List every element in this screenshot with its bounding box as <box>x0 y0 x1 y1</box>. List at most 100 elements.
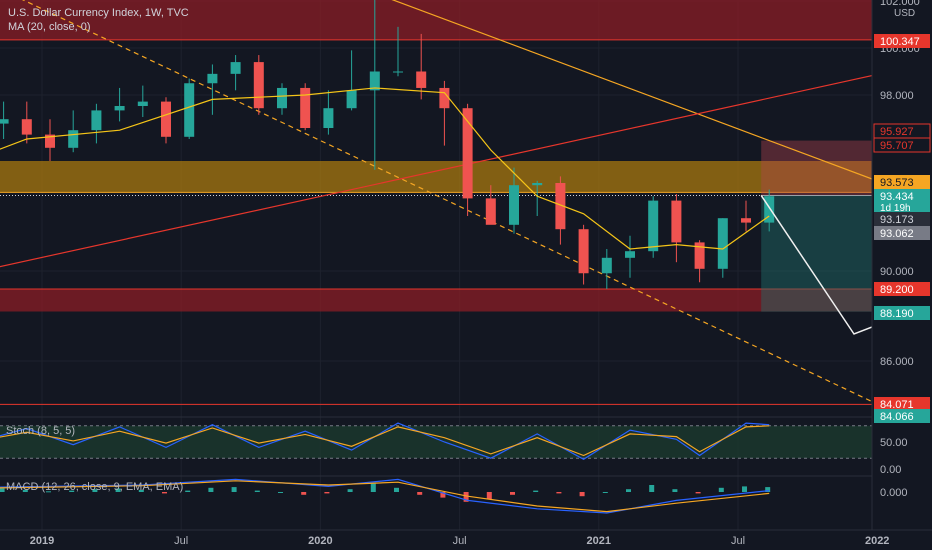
price-axis: 102.000100.00098.00090.00086.00050.000.0… <box>871 0 932 550</box>
candle <box>741 200 751 232</box>
candle-body <box>601 257 612 274</box>
ma-label: MA (20, close, 0) <box>8 21 91 33</box>
candle <box>462 103 473 216</box>
candle <box>439 80 450 146</box>
candle-body <box>694 242 705 269</box>
macd-bar <box>370 483 376 492</box>
candle-body <box>741 218 751 223</box>
zone-0 <box>0 0 872 40</box>
candle-body <box>462 108 473 199</box>
candle-body <box>485 198 496 225</box>
candle <box>114 87 125 122</box>
macd-bar <box>0 488 5 492</box>
macd-bar <box>440 492 446 498</box>
macd-line-1 <box>0 480 770 513</box>
candle <box>393 26 403 77</box>
candle <box>0 101 9 139</box>
macd-bar <box>115 488 121 492</box>
macd-bar <box>718 487 724 492</box>
macd-bar <box>510 492 515 495</box>
candle <box>21 101 32 144</box>
price-label: 93.173 <box>880 214 914 226</box>
candle-body <box>114 106 125 111</box>
candle-body <box>300 87 311 128</box>
price-label: 95.927 <box>880 126 914 138</box>
zones <box>0 0 872 405</box>
macd-bar <box>649 485 655 492</box>
zone-1 <box>0 161 872 193</box>
candles <box>0 0 775 289</box>
price-label: 89.200 <box>880 284 914 296</box>
price-label: 95.707 <box>880 140 914 152</box>
candle-body <box>346 90 357 109</box>
price-label: 100.347 <box>880 36 920 48</box>
price-label-bg <box>874 282 930 296</box>
candle-body <box>625 251 635 258</box>
candle-body <box>45 134 55 148</box>
candle <box>671 194 682 263</box>
stoch-line-1 <box>0 425 770 457</box>
price-label-bg <box>874 175 930 189</box>
price-label: 88.190 <box>880 308 914 320</box>
price-label-bg <box>874 397 930 411</box>
candle <box>300 83 311 131</box>
candle-body <box>161 101 171 137</box>
candle <box>369 0 380 170</box>
moving-average <box>0 87 770 250</box>
macd-bar <box>742 486 747 492</box>
macd-bar <box>765 487 771 492</box>
candle <box>91 103 102 144</box>
trend-line-1[interactable] <box>0 0 901 416</box>
candle-body <box>277 87 287 109</box>
macd-bar <box>672 489 678 492</box>
candle-body <box>184 83 195 137</box>
macd-bar <box>208 487 214 492</box>
price-label-sub: 1d 19h <box>880 203 911 214</box>
candle-body <box>230 62 241 74</box>
time-tick: 2019 <box>30 535 54 547</box>
price-tick: 98.000 <box>880 90 914 102</box>
time-tick: Jul <box>731 535 745 547</box>
macd-label: MACD (12, 26, close, 9, EMA, EMA) <box>6 481 183 493</box>
chart-title: U.S. Dollar Currency Index, 1W, TVC <box>8 7 189 19</box>
candle-body <box>416 71 427 88</box>
time-tick: 2021 <box>587 535 611 547</box>
trend-line-2[interactable] <box>0 0 932 278</box>
macd-bar <box>231 487 237 492</box>
time-tick: 2020 <box>308 535 332 547</box>
candle-body <box>509 185 519 225</box>
macd-bar <box>278 492 283 493</box>
candle <box>625 235 635 278</box>
time-tick: Jul <box>453 535 467 547</box>
candle <box>555 176 566 245</box>
ma-line <box>0 87 770 250</box>
candle <box>648 196 659 258</box>
candle-body <box>532 183 543 186</box>
candle <box>764 189 775 232</box>
macd-bar <box>533 490 539 492</box>
candle-body <box>91 110 102 131</box>
price-label-bg <box>874 226 930 240</box>
price-label: 84.071 <box>880 399 914 411</box>
candle-body <box>207 73 218 84</box>
price-tick: 102.000 <box>880 0 920 8</box>
candle <box>184 78 195 139</box>
candle-body <box>137 101 148 106</box>
macd-bar <box>324 492 330 494</box>
stoch-tick: 50.00 <box>880 437 908 449</box>
macd-bar <box>394 487 399 492</box>
price-axis-bg <box>872 0 932 550</box>
currency-label: USD <box>894 8 915 19</box>
macd-bar <box>301 492 307 495</box>
macd-bar <box>626 489 631 492</box>
time-axis-bg <box>0 530 932 550</box>
macd-bar <box>556 492 562 494</box>
macd-tick: 0.000 <box>880 487 908 499</box>
time-tick: Jul <box>174 535 188 547</box>
macd-bar <box>185 490 191 492</box>
candle-body <box>0 119 9 124</box>
candle-body <box>369 71 380 91</box>
candle <box>277 83 287 115</box>
macd-bar <box>695 492 701 494</box>
